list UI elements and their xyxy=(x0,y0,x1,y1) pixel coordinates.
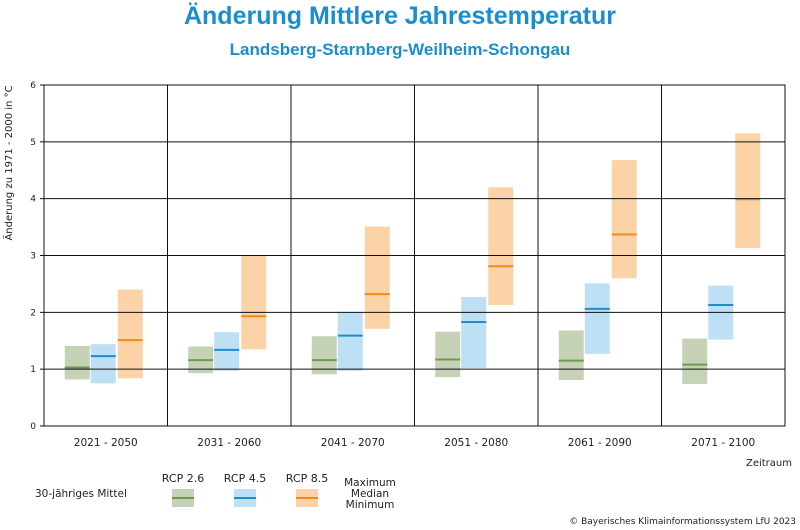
legend: 30-jähriges Mittel RCP 2.6 RCP 4.5 RCP 8.5… xyxy=(35,472,396,511)
y-tick-labels: 0 1 2 3 4 5 6 xyxy=(30,81,36,432)
chart-subtitle: Landsberg-Starnberg-Weilheim-Schongau xyxy=(229,40,571,59)
range-bar-rcp-8-5-6 xyxy=(735,133,761,249)
y-tick-label: 3 xyxy=(30,252,36,262)
x-tick-label: 2041 - 2070 xyxy=(321,437,385,449)
range-bar-rcp-2-6-6 xyxy=(682,338,708,384)
y-tick-label: 0 xyxy=(30,422,36,432)
y-tick-label: 5 xyxy=(30,138,36,148)
legend-label-rcp-8-5: RCP 8.5 xyxy=(286,472,328,485)
y-tick-label: 2 xyxy=(30,308,36,318)
range-bar-rcp-2-6-5 xyxy=(558,330,584,380)
range-bar-rcp-4-5-3 xyxy=(337,311,363,371)
legend-minimum-label: Minimum xyxy=(346,499,395,511)
y-tick-label: 6 xyxy=(30,81,36,91)
legend-median-label: Median xyxy=(351,488,389,500)
legend-maximum-label: Maximum xyxy=(344,477,396,489)
x-category-labels: 2021 - 2050 2031 - 2060 2041 - 2070 2051 - … xyxy=(74,437,755,449)
y-tick-label: 1 xyxy=(30,365,36,375)
x-axis-label: Zeitraum xyxy=(746,458,792,469)
copyright-notice: © Bayerisches Klimainformationssystem Lf… xyxy=(569,517,796,527)
x-tick-label: 2061 - 2090 xyxy=(568,437,632,449)
range-bar-rcp-4-5-5 xyxy=(584,283,610,354)
x-tick-label: 2031 - 2060 xyxy=(197,437,261,449)
range-bar-rcp-2-6-1 xyxy=(64,345,90,380)
legend-label-rcp-4-5: RCP 4.5 xyxy=(224,472,266,485)
x-tick-label: 2071 - 2100 xyxy=(691,437,755,449)
x-tick-label: 2021 - 2050 xyxy=(74,437,138,449)
y-tick-label: 4 xyxy=(30,195,36,205)
range-bar-rcp-8-5-3 xyxy=(364,226,390,329)
grid-lines xyxy=(40,84,786,427)
range-bar-rcp-2-6-3 xyxy=(311,336,337,375)
legend-mean-label: 30-jähriges Mittel xyxy=(35,488,127,500)
range-bar-rcp-4-5-1 xyxy=(90,344,116,384)
legend-label-rcp-2-6: RCP 2.6 xyxy=(162,472,204,485)
range-bar-rcp-8-5-1 xyxy=(117,289,143,379)
median-lines xyxy=(64,198,761,369)
chart-title: Änderung Mittlere Jahrestemperatur xyxy=(183,2,617,30)
range-bar-rcp-8-5-2 xyxy=(241,255,267,350)
range-bars xyxy=(64,133,761,384)
range-bar-rcp-4-5-2 xyxy=(214,332,240,371)
range-bar-rcp-8-5-4 xyxy=(488,187,514,305)
range-bar-rcp-4-5-4 xyxy=(461,296,487,369)
range-bar-rcp-2-6-4 xyxy=(435,331,461,378)
x-tick-label: 2051 - 2080 xyxy=(444,437,508,449)
y-axis-label: Änderung zu 1971 - 2000 in °C xyxy=(2,85,15,240)
range-bar-rcp-8-5-5 xyxy=(611,160,637,279)
